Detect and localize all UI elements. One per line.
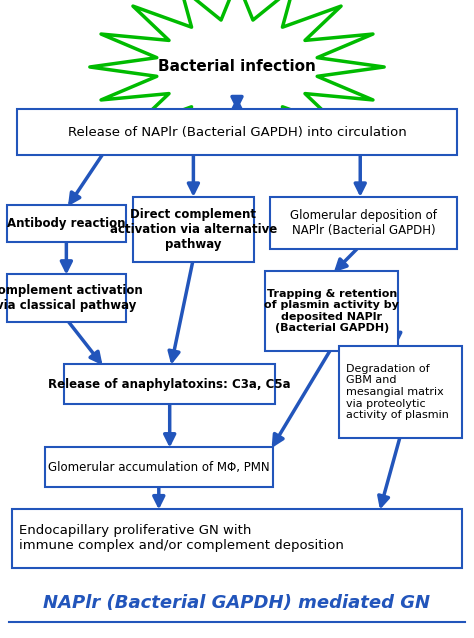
- Text: Glomerular deposition of
NAPlr (Bacterial GAPDH): Glomerular deposition of NAPlr (Bacteria…: [291, 209, 437, 237]
- Text: Degradation of
GBM and
mesangial matrix
via proteolytic
activity of plasmin: Degradation of GBM and mesangial matrix …: [346, 364, 449, 420]
- Text: Direct complement
activation via alternative
pathway: Direct complement activation via alterna…: [109, 207, 277, 251]
- FancyBboxPatch shape: [45, 447, 273, 487]
- FancyBboxPatch shape: [133, 197, 254, 262]
- FancyBboxPatch shape: [64, 364, 275, 404]
- Text: Glomerular accumulation of MΦ, PMN: Glomerular accumulation of MΦ, PMN: [48, 461, 270, 473]
- Text: Bacterial infection: Bacterial infection: [158, 59, 316, 75]
- Text: Release of NAPlr (Bacterial GAPDH) into circulation: Release of NAPlr (Bacterial GAPDH) into …: [68, 126, 406, 138]
- Text: NAPlr (Bacterial GAPDH) mediated GN: NAPlr (Bacterial GAPDH) mediated GN: [44, 594, 430, 612]
- FancyBboxPatch shape: [17, 109, 457, 155]
- Text: Complement activation
via classical pathway: Complement activation via classical path…: [0, 285, 143, 312]
- FancyBboxPatch shape: [265, 271, 398, 351]
- Text: Endocapillary proliferative GN with
immune complex and/or complement deposition: Endocapillary proliferative GN with immu…: [19, 524, 344, 553]
- FancyBboxPatch shape: [270, 197, 457, 249]
- Text: Release of anaphylatoxins: C3a, C5a: Release of anaphylatoxins: C3a, C5a: [48, 378, 291, 390]
- Text: Trapping & retention
of plasmin activity by
deposited NAPlr
(Bacterial GAPDH): Trapping & retention of plasmin activity…: [264, 288, 399, 334]
- FancyBboxPatch shape: [12, 509, 462, 568]
- FancyBboxPatch shape: [339, 346, 462, 438]
- FancyBboxPatch shape: [7, 205, 126, 242]
- FancyBboxPatch shape: [7, 274, 126, 322]
- Text: Antibody reaction: Antibody reaction: [7, 218, 126, 230]
- Polygon shape: [90, 0, 384, 153]
